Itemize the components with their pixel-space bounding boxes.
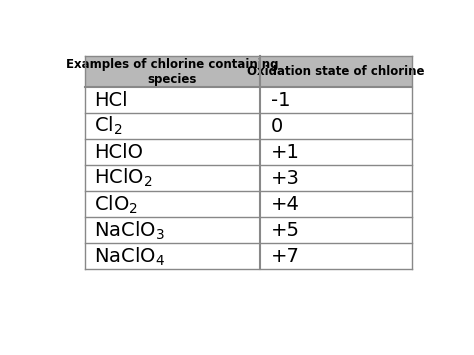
Bar bbox=[85, 244, 412, 269]
Text: +4: +4 bbox=[271, 195, 300, 214]
Bar bbox=[85, 87, 412, 113]
Text: 0: 0 bbox=[271, 117, 283, 136]
Bar bbox=[85, 217, 412, 244]
Bar bbox=[85, 56, 412, 87]
Text: -1: -1 bbox=[271, 91, 291, 110]
Text: Cl$_2$: Cl$_2$ bbox=[94, 115, 123, 137]
Bar bbox=[85, 165, 412, 191]
Text: HCl: HCl bbox=[94, 91, 128, 110]
Text: ClO$_2$: ClO$_2$ bbox=[94, 193, 138, 215]
Text: NaClO$_3$: NaClO$_3$ bbox=[94, 219, 165, 241]
Bar bbox=[85, 191, 412, 217]
Text: NaClO$_4$: NaClO$_4$ bbox=[94, 245, 165, 268]
Text: HClO: HClO bbox=[94, 143, 143, 162]
Text: Oxidation state of chlorine: Oxidation state of chlorine bbox=[247, 65, 425, 78]
Text: HClO$_2$: HClO$_2$ bbox=[94, 167, 153, 190]
Text: +7: +7 bbox=[271, 247, 300, 266]
Bar bbox=[85, 139, 412, 165]
Text: +1: +1 bbox=[271, 143, 300, 162]
Text: +3: +3 bbox=[271, 169, 300, 188]
Text: +5: +5 bbox=[271, 221, 300, 240]
Text: Examples of chlorine containing
species: Examples of chlorine containing species bbox=[66, 58, 279, 86]
Bar bbox=[85, 113, 412, 139]
